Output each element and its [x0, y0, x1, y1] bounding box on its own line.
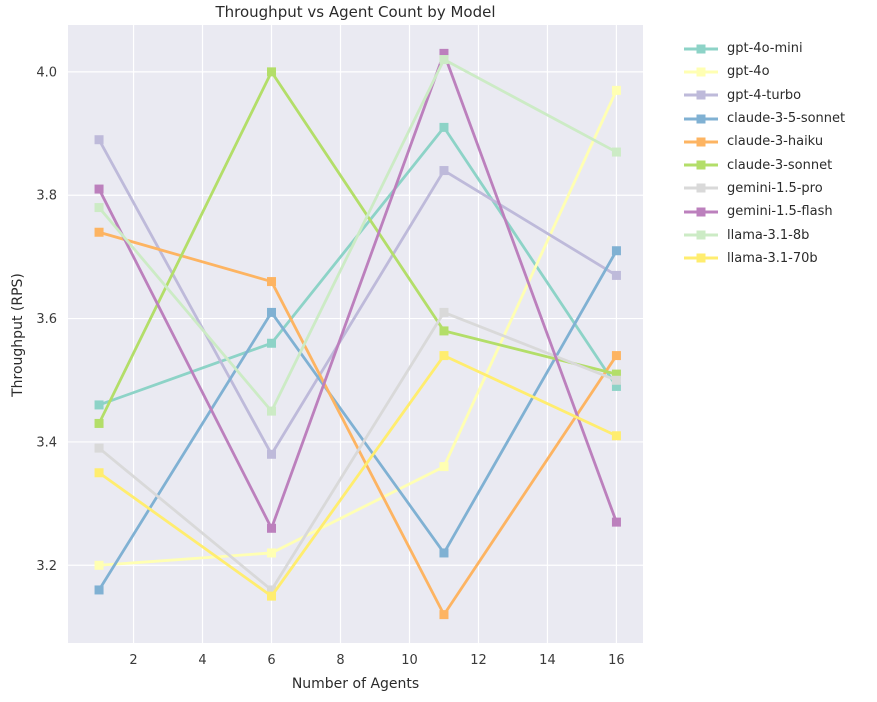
series-marker-gemini-1.5-flash — [611, 517, 621, 527]
series-line-gpt-4-turbo — [97, 138, 618, 456]
legend-label: claude-3-haiku — [727, 134, 824, 150]
x-tick-label: 10 — [401, 653, 418, 668]
legend-swatch-icon — [684, 44, 718, 54]
legend-swatch-icon — [684, 114, 718, 124]
series-marker-gpt-4o — [94, 560, 104, 570]
series-marker-gemini-1.5-pro — [267, 585, 277, 595]
series-marker-gpt-4o-mini — [611, 381, 621, 391]
legend-label: llama-3.1-70b — [727, 250, 818, 266]
series-marker-gpt-4o — [439, 462, 449, 472]
series-line-gemini-1.5-pro — [97, 311, 618, 592]
series-marker-gpt-4-turbo — [439, 166, 449, 176]
series-marker-gemini-1.5-pro — [94, 443, 104, 453]
series-marker-llama-3.1-8b — [611, 147, 621, 157]
legend-label: gemini-1.5-flash — [727, 204, 833, 220]
series-line-gpt-4o — [97, 88, 618, 567]
series-marker-claude-3-haiku — [611, 351, 621, 361]
legend-item-gemini-1.5-pro: gemini-1.5-pro — [684, 177, 845, 200]
legend-swatch-icon — [684, 137, 718, 147]
legend-item-gemini-1.5-flash: gemini-1.5-flash — [684, 200, 845, 223]
x-tick-label: 6 — [267, 653, 275, 668]
series-marker-claude-3-haiku — [439, 610, 449, 620]
series-marker-gpt-4o-mini — [439, 122, 449, 132]
legend-item-claude-3-5-sonnet: claude-3-5-sonnet — [684, 107, 845, 130]
x-tick-label: 4 — [198, 653, 206, 668]
series-marker-gpt-4-turbo — [94, 135, 104, 145]
x-axis-label: Number of Agents — [291, 676, 420, 692]
legend-item-llama-3.1-8b: llama-3.1-8b — [684, 223, 845, 246]
series-marker-claude-3-haiku — [94, 227, 104, 237]
legend-label: gemini-1.5-pro — [727, 180, 823, 196]
series-marker-gemini-1.5-flash — [267, 523, 277, 533]
y-tick-label: 3.2 — [36, 559, 57, 574]
plot-background — [68, 25, 643, 643]
series-marker-claude-3-sonnet — [94, 418, 104, 428]
legend: gpt-4o-mini gpt-4o gpt-4-turbo claude-3-5-s… — [684, 37, 845, 270]
series-marker-claude-3-sonnet — [267, 67, 277, 77]
legend-label: gpt-4o — [727, 64, 770, 80]
legend-swatch-icon — [684, 90, 718, 100]
x-tick-label: 16 — [608, 653, 625, 668]
series-marker-claude-3-5-sonnet — [267, 307, 277, 317]
legend-swatch-icon — [684, 67, 718, 77]
x-tick-label: 14 — [539, 653, 556, 668]
series-marker-gpt-4-turbo — [611, 270, 621, 280]
y-tick-label: 4.0 — [36, 65, 57, 80]
legend-item-gpt-4o-mini: gpt-4o-mini — [684, 37, 845, 60]
y-tick-label: 3.4 — [36, 435, 57, 450]
legend-label: gpt-4-turbo — [727, 87, 802, 103]
series-marker-llama-3.1-70b — [611, 431, 621, 441]
legend-item-llama-3.1-70b: llama-3.1-70b — [684, 247, 845, 270]
chart-title: Throughput vs Agent Count by Model — [215, 3, 496, 21]
series-marker-gemini-1.5-flash — [439, 48, 449, 58]
legend-swatch-icon — [684, 230, 718, 240]
legend-swatch-icon — [684, 160, 718, 170]
series-line-claude-3-haiku — [97, 230, 618, 617]
series-marker-gpt-4o-mini — [94, 400, 104, 410]
y-axis-label: Throughput (RPS) — [10, 273, 26, 397]
series-marker-claude-3-5-sonnet — [439, 548, 449, 558]
series-line-llama-3.1-70b — [97, 354, 618, 598]
series-marker-claude-3-5-sonnet — [611, 246, 621, 256]
legend-swatch-icon — [684, 253, 718, 263]
series-marker-gpt-4o-mini — [267, 338, 277, 348]
series-marker-claude-3-sonnet — [439, 326, 449, 336]
series-marker-llama-3.1-70b — [267, 591, 277, 601]
x-tick-label: 8 — [336, 653, 344, 668]
series-marker-gemini-1.5-pro — [439, 307, 449, 317]
series-line-claude-3-5-sonnet — [97, 249, 618, 592]
legend-item-gpt-4o: gpt-4o — [684, 60, 845, 83]
series-line-gemini-1.5-flash — [97, 51, 618, 530]
legend-item-claude-3-haiku: claude-3-haiku — [684, 130, 845, 153]
x-tick-label: 12 — [470, 653, 487, 668]
series-marker-claude-3-haiku — [267, 277, 277, 287]
series-marker-claude-3-5-sonnet — [94, 585, 104, 595]
series-marker-llama-3.1-70b — [439, 351, 449, 361]
series-marker-llama-3.1-8b — [94, 203, 104, 213]
x-tick-label: 2 — [129, 653, 137, 668]
legend-swatch-icon — [684, 183, 718, 193]
series-marker-llama-3.1-8b — [439, 55, 449, 65]
series-marker-gpt-4-turbo — [267, 449, 277, 459]
legend-label: llama-3.1-8b — [727, 227, 810, 243]
series-marker-gemini-1.5-flash — [94, 184, 104, 194]
series-line-llama-3.1-8b — [97, 58, 618, 413]
series-marker-llama-3.1-8b — [267, 406, 277, 416]
legend-swatch-icon — [684, 207, 718, 217]
series-marker-gpt-4o — [611, 85, 621, 95]
series-marker-claude-3-sonnet — [611, 369, 621, 379]
series-line-claude-3-sonnet — [97, 70, 618, 425]
legend-item-claude-3-sonnet: claude-3-sonnet — [684, 153, 845, 176]
legend-label: gpt-4o-mini — [727, 41, 803, 57]
series-marker-gemini-1.5-pro — [611, 375, 621, 385]
y-tick-label: 3.8 — [36, 189, 57, 204]
series-marker-llama-3.1-70b — [94, 468, 104, 478]
y-tick-label: 3.6 — [36, 312, 57, 327]
series-marker-gpt-4o — [267, 548, 277, 558]
legend-label: claude-3-5-sonnet — [727, 111, 846, 127]
legend-label: claude-3-sonnet — [727, 157, 833, 173]
legend-item-gpt-4-turbo: gpt-4-turbo — [684, 84, 845, 107]
